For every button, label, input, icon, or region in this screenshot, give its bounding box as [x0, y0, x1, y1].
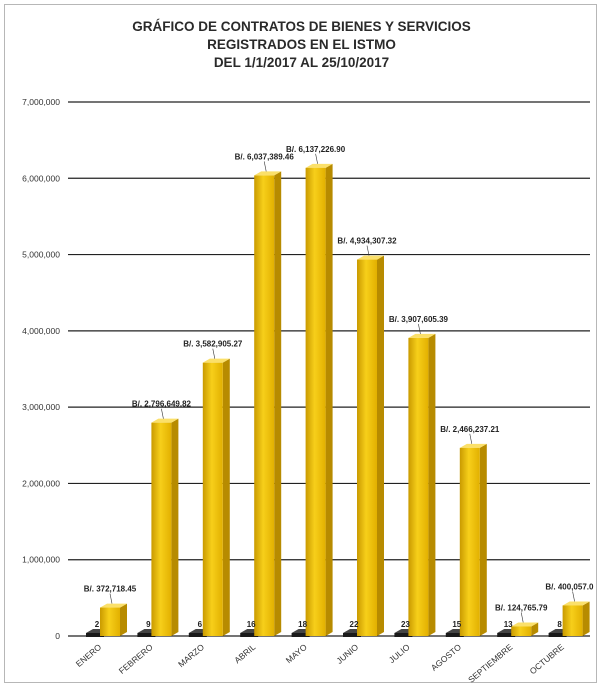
count-label: 22 — [350, 620, 359, 629]
amount-bar-top — [511, 622, 539, 627]
y-tick-label: 6,000,000 — [22, 173, 60, 183]
amount-bar-side — [171, 418, 179, 636]
bars — [86, 163, 590, 637]
amount-label: B/. 2,796,649.82 — [132, 400, 192, 409]
y-tick-label: 7,000,000 — [22, 97, 60, 107]
amount-bar-top — [357, 255, 384, 260]
data-labels: 2 B/. 372,718.45 9 B/. 2,796,649.82 6 B/. 3,5… — [84, 145, 594, 629]
amount-bar-side — [531, 622, 539, 636]
amount-label: B/. 2,466,237.21 — [440, 425, 500, 434]
leader-line — [572, 591, 575, 602]
count-bar — [343, 632, 361, 637]
amount-bar-top — [562, 601, 590, 606]
amount-bar — [459, 447, 480, 636]
leader-line — [263, 161, 267, 172]
chart-title: GRÁFICO DE CONTRATOS DE BIENES Y SERVICI… — [0, 18, 603, 72]
amount-bar-top — [202, 358, 230, 363]
amount-bar-top — [408, 333, 436, 338]
count-bar — [240, 632, 259, 637]
count-label: 23 — [401, 620, 410, 629]
x-axis: ENERO FEBRERO MARZO ABRIL MAYO JUNIO JULIO AGOS… — [74, 642, 566, 685]
x-tick-label: JUNIO — [334, 642, 360, 666]
amount-label: B/. 4,934,307.32 — [337, 237, 397, 246]
leader-line — [520, 612, 524, 623]
amount-label: B/. 124,765.79 — [495, 603, 548, 612]
leader-line — [315, 153, 318, 164]
amount-bar-top — [151, 418, 179, 423]
amount-bar — [202, 362, 223, 636]
y-tick-label: 1,000,000 — [22, 555, 60, 565]
count-bar — [445, 632, 464, 637]
amount-bar — [305, 167, 326, 636]
leader-line — [212, 348, 216, 359]
count-label: 15 — [452, 620, 461, 629]
amount-bar — [254, 175, 275, 637]
amount-bar-side — [120, 603, 127, 636]
count-bar — [548, 632, 567, 637]
amount-bar-side — [274, 171, 282, 637]
amount-bar-side — [377, 255, 384, 637]
x-tick-label: ABRIL — [232, 642, 257, 666]
count-bar — [394, 632, 413, 637]
x-tick-label: FEBRERO — [117, 642, 155, 676]
leader-line — [109, 593, 113, 604]
amount-bar-top — [254, 171, 282, 176]
count-bar — [497, 632, 516, 637]
amount-bar-side — [428, 333, 436, 636]
amount-label: B/. 400,057.0 — [545, 582, 594, 591]
count-bar — [86, 632, 104, 637]
chart-title-line-2: REGISTRADOS EN EL ISTMO — [207, 37, 396, 52]
count-bar — [137, 632, 156, 637]
count-label: 13 — [504, 620, 513, 629]
amount-bar-side — [479, 443, 487, 636]
amount-label: B/. 6,037,389.46 — [235, 152, 295, 161]
count-bar — [291, 632, 310, 637]
leader-line — [469, 433, 473, 444]
x-tick-label: ENERO — [74, 642, 104, 669]
amount-label: B/. 372,718.45 — [84, 585, 137, 594]
leader-line — [418, 323, 421, 334]
y-tick-label: 5,000,000 — [22, 250, 60, 260]
leader-line — [161, 408, 164, 419]
amount-bar — [357, 259, 377, 636]
amount-bar — [511, 626, 532, 636]
chart-title-line-3: DEL 1/1/2017 AL 25/10/2017 — [213, 55, 390, 70]
amount-bar — [562, 605, 583, 636]
x-tick-label: OCTUBRE — [528, 642, 567, 677]
amount-bar-side — [222, 358, 230, 636]
x-tick-label: MARZO — [176, 642, 206, 670]
y-tick-label: 2,000,000 — [22, 478, 60, 488]
y-axis: 0 1,000,000 2,000,000 3,000,000 4,000,000 5,0… — [22, 97, 60, 641]
amount-bar-side — [582, 601, 590, 636]
x-tick-label: MAYO — [284, 642, 309, 666]
y-tick-label: 0 — [55, 631, 60, 641]
amount-bar-top — [100, 603, 127, 608]
count-bar — [188, 632, 207, 637]
count-label: 16 — [247, 620, 256, 629]
amount-label: B/. 3,582,905.27 — [183, 340, 243, 349]
x-tick-label: SEPTIEMBRE — [466, 642, 515, 685]
x-tick-label: JULIO — [387, 642, 412, 665]
amount-bar-top — [305, 163, 333, 168]
amount-bar — [100, 607, 120, 636]
y-tick-label: 3,000,000 — [22, 402, 60, 412]
amount-bar-top — [459, 443, 487, 448]
count-label: 9 — [146, 620, 151, 629]
count-label: 6 — [198, 620, 203, 629]
amount-label: B/. 6,137,226.90 — [286, 145, 346, 154]
chart-frame — [4, 4, 597, 683]
count-label: 8 — [557, 620, 562, 629]
amount-bar — [151, 422, 172, 636]
amount-bar-side — [325, 163, 333, 636]
x-tick-label: AGOSTO — [429, 642, 463, 673]
count-label: 2 — [95, 620, 100, 629]
amount-label: B/. 3,907,605.39 — [389, 315, 449, 324]
y-tick-label: 4,000,000 — [22, 326, 60, 336]
chart-title-line-1: GRÁFICO DE CONTRATOS DE BIENES Y SERVICI… — [132, 19, 471, 34]
amount-bar — [408, 337, 429, 636]
count-label: 18 — [298, 620, 307, 629]
leader-line — [366, 245, 370, 256]
